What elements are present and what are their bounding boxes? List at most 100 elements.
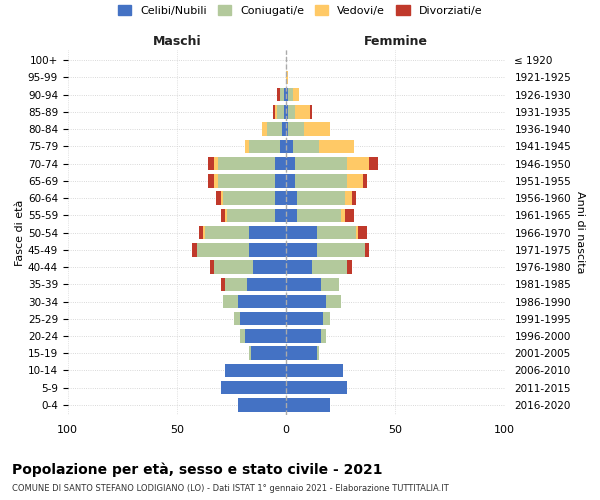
- Bar: [356, 226, 358, 239]
- Text: Femmine: Femmine: [364, 35, 427, 48]
- Bar: [227, 208, 275, 222]
- Bar: [208, 157, 214, 170]
- Bar: [297, 208, 341, 222]
- Bar: [275, 157, 286, 170]
- Bar: [214, 174, 218, 188]
- Bar: [295, 157, 347, 170]
- Bar: [347, 260, 352, 274]
- Bar: [218, 157, 275, 170]
- Bar: [297, 192, 345, 205]
- Bar: [234, 312, 241, 326]
- Text: Popolazione per età, sesso e stato civile - 2021: Popolazione per età, sesso e stato civil…: [12, 462, 383, 477]
- Bar: [241, 330, 245, 342]
- Bar: [365, 243, 369, 256]
- Bar: [225, 364, 286, 377]
- Bar: [362, 174, 367, 188]
- Bar: [317, 346, 319, 360]
- Bar: [286, 312, 323, 326]
- Bar: [286, 122, 289, 136]
- Bar: [289, 105, 295, 118]
- Bar: [275, 105, 277, 118]
- Bar: [247, 278, 286, 291]
- Bar: [210, 260, 214, 274]
- Text: Maschi: Maschi: [152, 35, 201, 48]
- Bar: [273, 105, 275, 118]
- Bar: [203, 226, 205, 239]
- Bar: [286, 105, 289, 118]
- Bar: [286, 157, 295, 170]
- Bar: [286, 226, 317, 239]
- Bar: [249, 243, 286, 256]
- Bar: [214, 260, 253, 274]
- Bar: [304, 122, 330, 136]
- Bar: [275, 174, 286, 188]
- Bar: [317, 226, 356, 239]
- Bar: [293, 88, 299, 102]
- Bar: [253, 260, 286, 274]
- Bar: [286, 381, 347, 394]
- Bar: [286, 346, 317, 360]
- Bar: [205, 226, 249, 239]
- Bar: [313, 260, 347, 274]
- Bar: [216, 192, 221, 205]
- Bar: [295, 174, 347, 188]
- Bar: [225, 278, 247, 291]
- Bar: [277, 105, 284, 118]
- Bar: [326, 295, 341, 308]
- Bar: [266, 122, 282, 136]
- Bar: [275, 192, 286, 205]
- Bar: [277, 88, 280, 102]
- Bar: [347, 174, 362, 188]
- Bar: [310, 105, 313, 118]
- Bar: [251, 346, 286, 360]
- Bar: [286, 260, 313, 274]
- Bar: [286, 88, 289, 102]
- Bar: [321, 330, 326, 342]
- Bar: [192, 243, 197, 256]
- Bar: [286, 330, 321, 342]
- Bar: [282, 122, 286, 136]
- Bar: [286, 140, 293, 153]
- Bar: [238, 295, 286, 308]
- Y-axis label: Anni di nascita: Anni di nascita: [575, 192, 585, 274]
- Bar: [286, 192, 297, 205]
- Text: COMUNE DI SANTO STEFANO LODIGIANO (LO) - Dati ISTAT 1° gennaio 2021 - Elaborazio: COMUNE DI SANTO STEFANO LODIGIANO (LO) -…: [12, 484, 449, 493]
- Bar: [358, 226, 367, 239]
- Bar: [323, 312, 330, 326]
- Bar: [284, 88, 286, 102]
- Bar: [197, 243, 249, 256]
- Bar: [280, 88, 284, 102]
- Bar: [286, 398, 330, 411]
- Bar: [319, 140, 354, 153]
- Bar: [249, 226, 286, 239]
- Bar: [369, 157, 378, 170]
- Bar: [225, 208, 227, 222]
- Legend: Celibi/Nubili, Coniugati/e, Vedovi/e, Divorziati/e: Celibi/Nubili, Coniugati/e, Vedovi/e, Di…: [113, 0, 487, 20]
- Bar: [345, 192, 352, 205]
- Bar: [286, 70, 289, 84]
- Bar: [286, 295, 326, 308]
- Bar: [286, 278, 321, 291]
- Bar: [245, 330, 286, 342]
- Bar: [295, 105, 310, 118]
- Bar: [221, 208, 225, 222]
- Bar: [341, 208, 345, 222]
- Y-axis label: Fasce di età: Fasce di età: [15, 200, 25, 266]
- Bar: [199, 226, 203, 239]
- Bar: [214, 157, 218, 170]
- Bar: [223, 192, 275, 205]
- Bar: [249, 346, 251, 360]
- Bar: [286, 208, 297, 222]
- Bar: [221, 192, 223, 205]
- Bar: [347, 157, 369, 170]
- Bar: [249, 140, 280, 153]
- Bar: [241, 312, 286, 326]
- Bar: [289, 88, 293, 102]
- Bar: [245, 140, 249, 153]
- Bar: [284, 105, 286, 118]
- Bar: [221, 381, 286, 394]
- Bar: [317, 243, 365, 256]
- Bar: [238, 398, 286, 411]
- Bar: [321, 278, 338, 291]
- Bar: [218, 174, 275, 188]
